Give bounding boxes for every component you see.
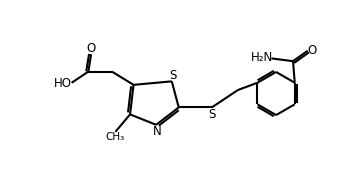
Text: HO: HO [54, 77, 72, 90]
Text: CH₃: CH₃ [105, 133, 124, 142]
Text: O: O [308, 44, 317, 57]
Text: O: O [87, 42, 96, 55]
Text: H₂N: H₂N [251, 51, 273, 64]
Text: N: N [153, 125, 161, 138]
Text: S: S [208, 107, 216, 120]
Text: S: S [170, 69, 177, 82]
